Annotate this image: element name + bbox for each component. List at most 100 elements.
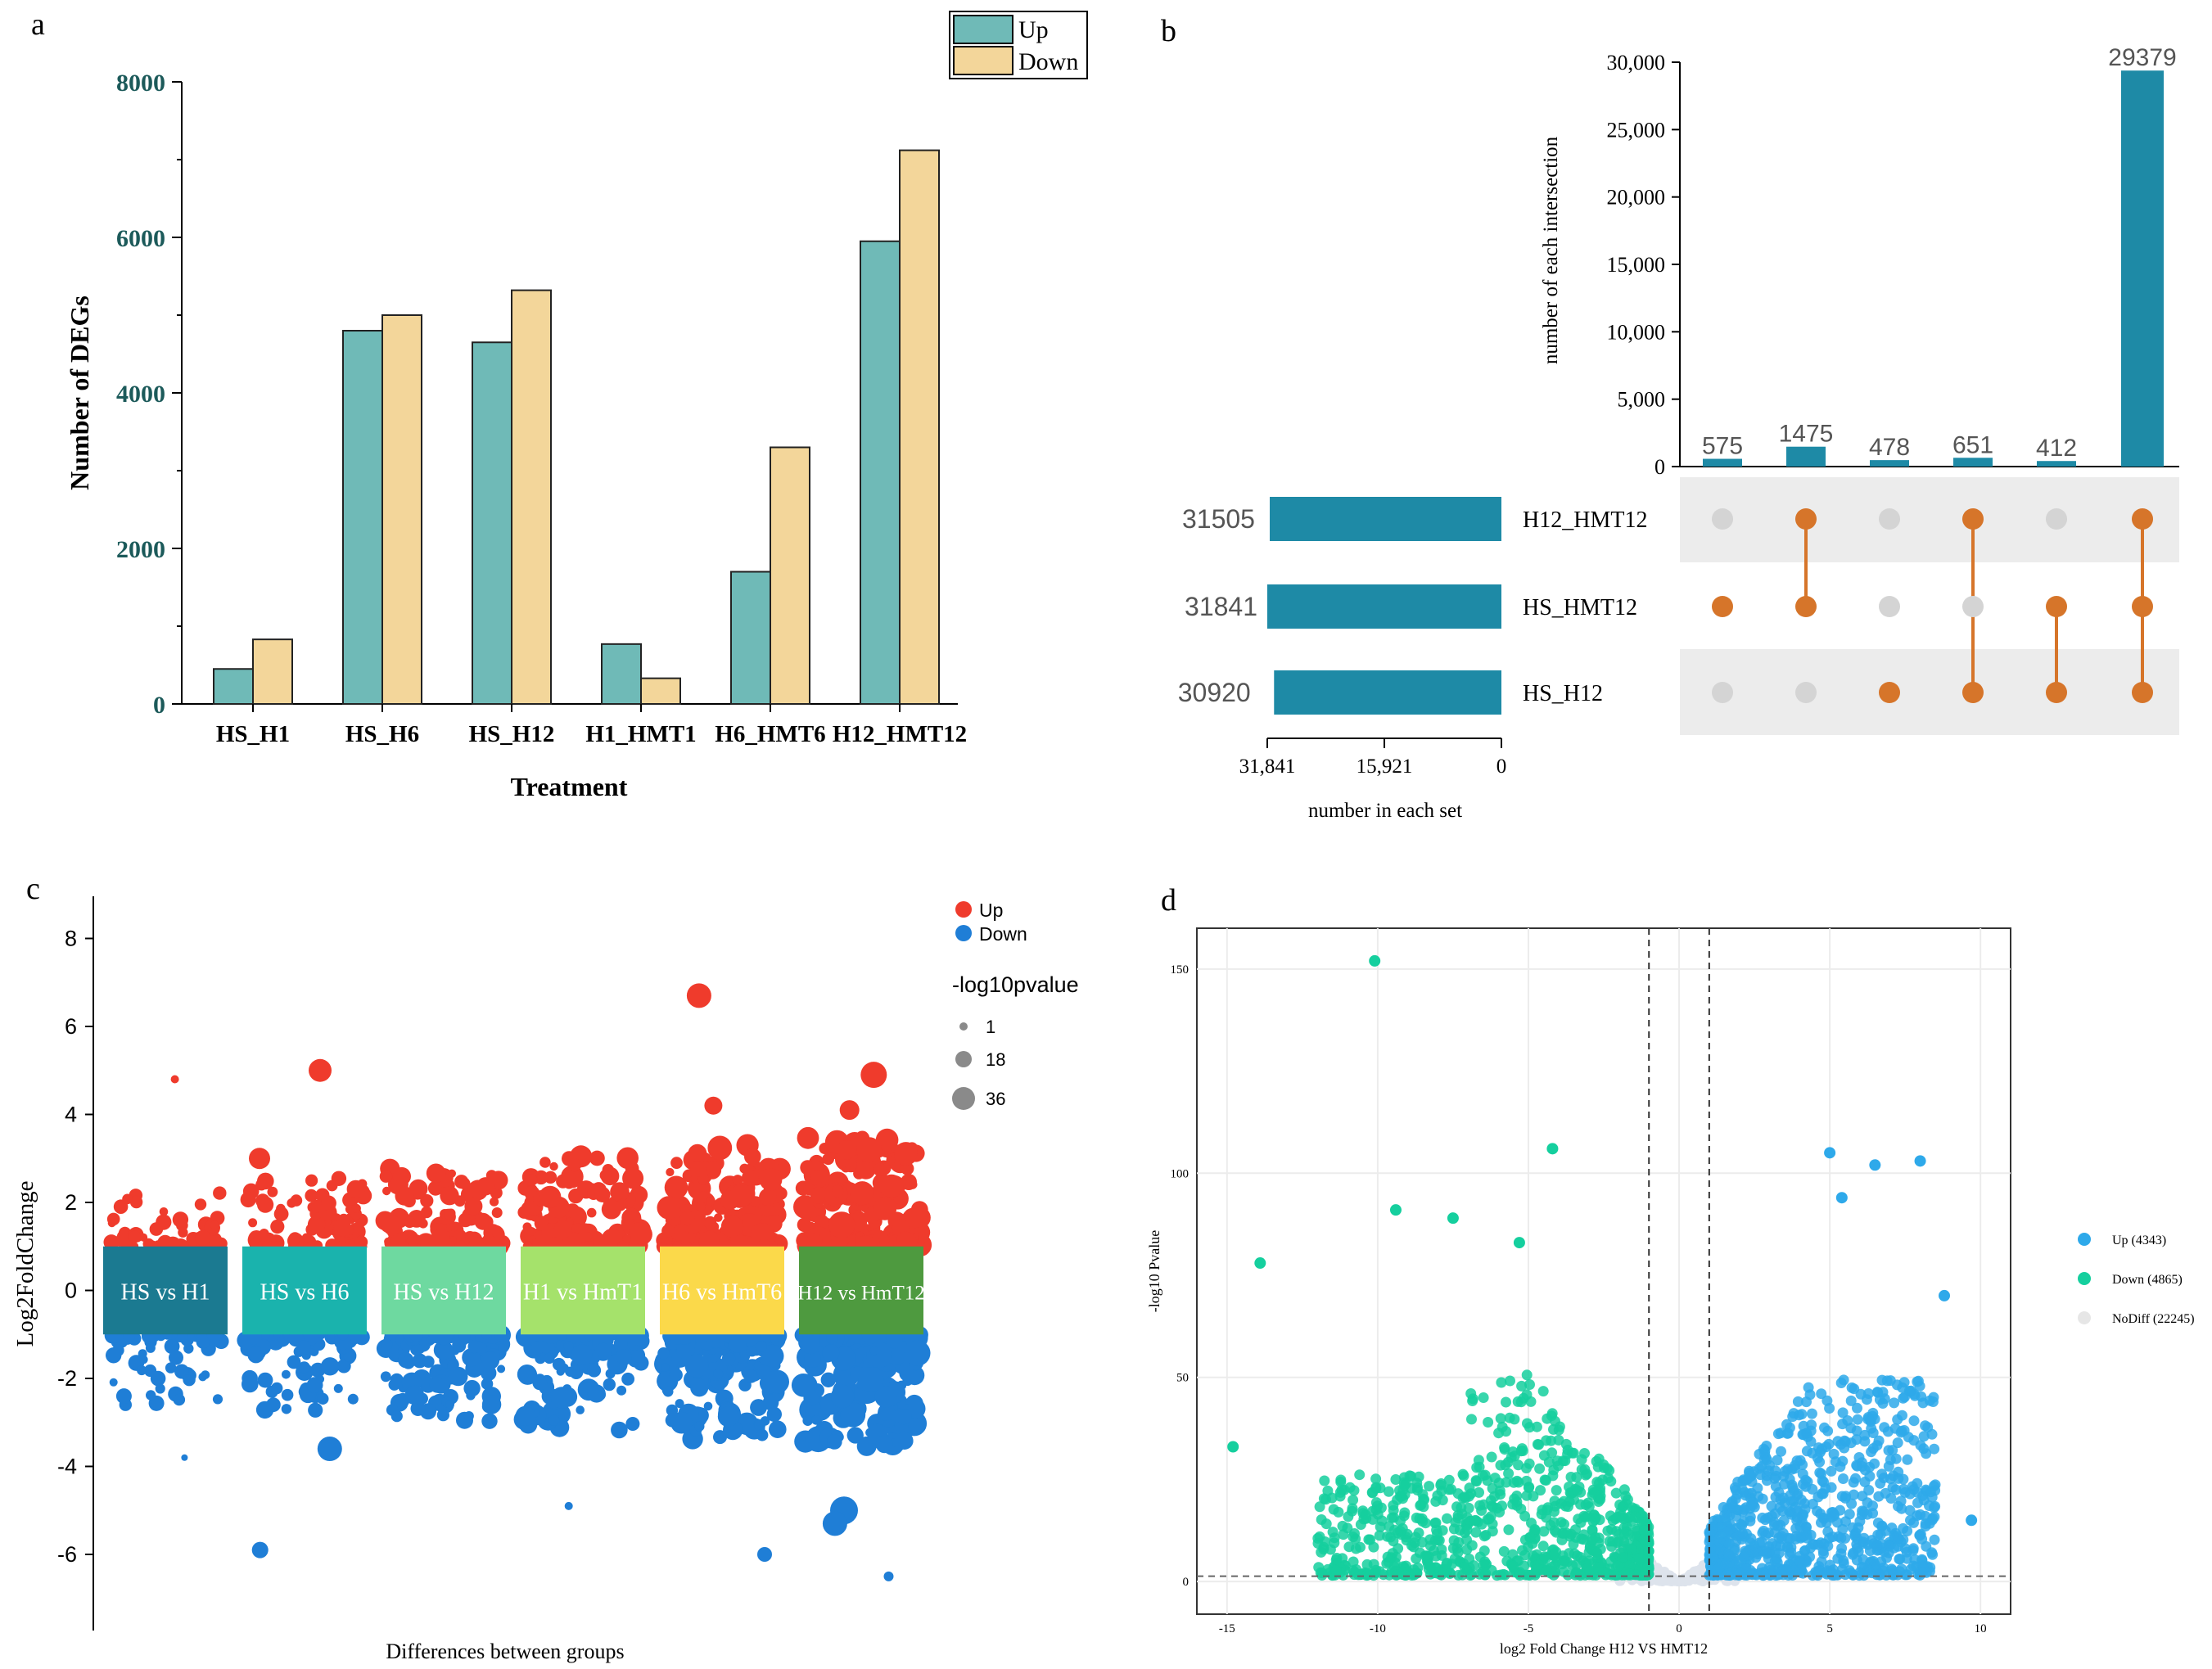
d-point-up bbox=[1862, 1497, 1873, 1509]
c-point-up bbox=[666, 1167, 675, 1177]
d-point-down bbox=[1534, 1463, 1546, 1474]
c-point-down bbox=[617, 1424, 627, 1434]
c-point-up bbox=[490, 1197, 499, 1207]
d-point-up bbox=[1875, 1477, 1886, 1489]
c-point-down bbox=[713, 1430, 727, 1445]
c-point-highlight bbox=[883, 1571, 894, 1581]
d-point-down bbox=[1539, 1551, 1551, 1563]
c-group-box bbox=[242, 1246, 367, 1335]
c-point-up bbox=[331, 1171, 347, 1187]
d-point-down bbox=[1571, 1472, 1582, 1483]
d-point-down bbox=[1566, 1447, 1578, 1459]
d-point-highlight bbox=[1254, 1257, 1266, 1270]
c-point-up bbox=[257, 1196, 274, 1213]
c-point-down bbox=[247, 1346, 264, 1364]
d-point-down bbox=[1457, 1492, 1469, 1504]
d-point-up bbox=[1916, 1567, 1928, 1578]
c-point-down bbox=[146, 1390, 156, 1401]
d-point-down bbox=[1467, 1396, 1478, 1406]
d-point-up bbox=[1874, 1394, 1885, 1405]
d-point-down bbox=[1348, 1495, 1359, 1505]
c-point-down bbox=[463, 1411, 474, 1421]
c-point-up bbox=[810, 1187, 828, 1204]
d-point-down bbox=[1633, 1553, 1645, 1564]
d-point-down bbox=[1508, 1560, 1519, 1572]
c-point-up bbox=[894, 1142, 918, 1166]
d-point-up bbox=[1705, 1542, 1717, 1554]
d-point-up bbox=[1797, 1468, 1808, 1480]
c-group-box bbox=[799, 1246, 923, 1335]
a-x-axis-title: Treatment bbox=[511, 772, 628, 801]
c-point-up bbox=[354, 1235, 368, 1249]
d-point-up bbox=[1906, 1385, 1917, 1396]
c-point-up bbox=[476, 1177, 495, 1196]
d-point-down bbox=[1507, 1446, 1519, 1458]
c-point-down bbox=[750, 1399, 767, 1416]
c-point-up bbox=[392, 1166, 411, 1186]
c-point-highlight bbox=[564, 1501, 573, 1510]
d-point-down bbox=[1367, 1505, 1379, 1517]
d-point-down bbox=[1425, 1562, 1437, 1573]
a-x-tick-label: H12_HMT12 bbox=[833, 721, 967, 747]
a-y-tick-label: 8000 bbox=[116, 70, 165, 97]
d-point-down bbox=[1314, 1501, 1325, 1513]
d-point-up bbox=[1892, 1437, 1903, 1449]
c-point-up bbox=[525, 1174, 538, 1187]
d-point-up bbox=[1779, 1466, 1790, 1477]
c-point-up bbox=[750, 1223, 775, 1247]
d-point-down bbox=[1595, 1494, 1606, 1505]
c-point-down bbox=[281, 1404, 292, 1414]
c-point-down bbox=[139, 1355, 148, 1365]
c-point-down bbox=[150, 1370, 166, 1387]
d-point-up bbox=[1826, 1465, 1837, 1477]
a-x-tick-label: H1_HMT1 bbox=[585, 721, 696, 747]
c-point-highlight bbox=[686, 983, 711, 1008]
c-point-up bbox=[806, 1233, 823, 1250]
c-legend-label-up: Up bbox=[979, 900, 1003, 921]
c-point-up bbox=[553, 1220, 572, 1238]
c-y-tick-label: 2 bbox=[65, 1190, 77, 1215]
d-point-down bbox=[1605, 1476, 1617, 1487]
d-point-up bbox=[1818, 1548, 1829, 1559]
c-point-up bbox=[307, 1216, 326, 1234]
c-point-up bbox=[464, 1197, 483, 1216]
c-point-down bbox=[587, 1363, 602, 1378]
c-point-up bbox=[873, 1197, 897, 1220]
d-point-up bbox=[1891, 1379, 1903, 1391]
d-point-up bbox=[1928, 1481, 1939, 1491]
c-group-label: HS vs H12 bbox=[394, 1280, 494, 1306]
b-y-tick-label: 20,000 bbox=[1607, 186, 1666, 210]
b-matrix-dot-active bbox=[2132, 682, 2153, 703]
c-point-down bbox=[669, 1368, 683, 1383]
c-point-up bbox=[814, 1215, 829, 1229]
b-set-size-bar bbox=[1270, 497, 1501, 541]
d-point-up bbox=[1806, 1408, 1817, 1419]
d-point-up bbox=[1745, 1511, 1756, 1522]
c-point-up bbox=[589, 1150, 605, 1166]
c-point-down bbox=[703, 1401, 713, 1411]
d-point-up bbox=[1924, 1518, 1935, 1529]
c-legend-size-medium bbox=[955, 1051, 972, 1067]
c-legend-size-small bbox=[959, 1022, 968, 1031]
d-point-down bbox=[1587, 1533, 1598, 1545]
d-point-down bbox=[1478, 1545, 1490, 1557]
c-y-tick-label: -2 bbox=[57, 1366, 77, 1391]
c-point-up bbox=[797, 1126, 819, 1149]
d-point-up bbox=[1707, 1550, 1718, 1562]
b-set-name-label: HS_H12 bbox=[1523, 681, 1603, 706]
c-point-up bbox=[622, 1167, 644, 1189]
c-point-up bbox=[703, 1216, 717, 1229]
c-point-up bbox=[444, 1208, 455, 1220]
d-point-up bbox=[1731, 1536, 1742, 1547]
d-point-nodiff bbox=[1654, 1576, 1665, 1586]
d-point-down bbox=[1564, 1496, 1575, 1508]
d-point-up bbox=[1920, 1420, 1931, 1432]
c-y-tick-label: 6 bbox=[65, 1014, 77, 1039]
d-point-down bbox=[1614, 1499, 1626, 1510]
d-point-down bbox=[1568, 1539, 1579, 1549]
c-point-down bbox=[282, 1369, 291, 1379]
c-point-down bbox=[390, 1410, 403, 1423]
c-point-down bbox=[820, 1372, 836, 1388]
c-point-up bbox=[679, 1211, 695, 1226]
c-point-down bbox=[886, 1331, 903, 1349]
